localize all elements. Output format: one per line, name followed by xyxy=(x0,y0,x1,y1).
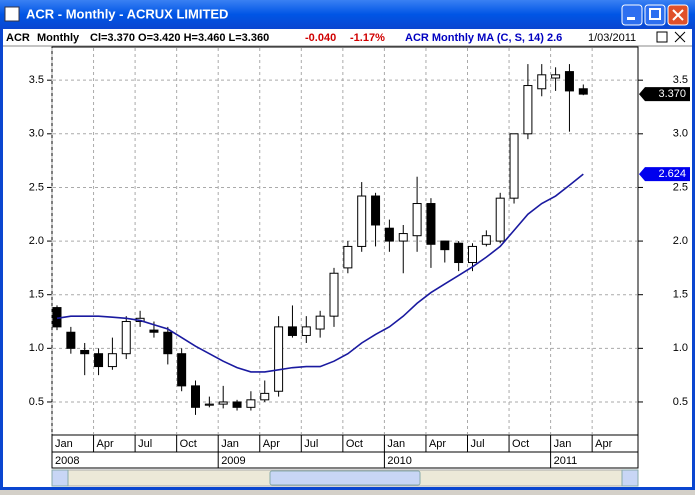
candle-body xyxy=(426,203,436,245)
x-tick-label: Jul xyxy=(471,438,485,450)
candle-body xyxy=(287,326,297,336)
header-row: ACR Monthly Cl=3.370 O=3.420 H=3.460 L=3… xyxy=(6,32,636,44)
y-tick-label: 2.0 xyxy=(673,235,688,247)
window-buttons xyxy=(621,4,689,26)
ma-line xyxy=(56,173,584,373)
candle-body xyxy=(454,242,464,264)
change: -0.040 xyxy=(305,32,336,44)
scroll-thumb[interactable] xyxy=(269,470,421,486)
x-tick-label: Jan xyxy=(387,438,405,450)
price-flag xyxy=(639,87,690,102)
x-tick-label: Apr xyxy=(429,438,446,450)
minimize-button[interactable] xyxy=(621,4,643,26)
x-tick-label: Oct xyxy=(346,438,363,450)
period: Monthly xyxy=(37,32,80,44)
app-icon xyxy=(4,6,20,22)
price-label: 3.370 xyxy=(658,88,686,100)
candle-body xyxy=(564,71,574,92)
candle-body xyxy=(329,272,339,317)
y-tick-label: 3.0 xyxy=(29,128,44,140)
candle-body xyxy=(163,331,173,355)
x-tick-label: Apr xyxy=(263,438,280,450)
candle-body xyxy=(509,133,519,199)
x-tick-label: Jan xyxy=(55,438,73,450)
y-tick-label: 1.5 xyxy=(29,289,44,301)
y-tick-label: 1.0 xyxy=(29,342,44,354)
year-label: 2008 xyxy=(55,455,79,467)
x-tick-label: Jan xyxy=(554,438,572,450)
y-tick-label: 2.0 xyxy=(29,235,44,247)
y-tick-label: 3.5 xyxy=(29,74,44,86)
x-tick-label: Jul xyxy=(138,438,152,450)
ohlc: Cl=3.370 O=3.420 H=3.460 L=3.360 xyxy=(90,32,269,44)
year-label: 2011 xyxy=(554,455,578,467)
candle-body xyxy=(343,245,353,269)
scroll-right[interactable] xyxy=(621,469,639,487)
candle-body xyxy=(537,74,547,90)
y-tick-label: 0.5 xyxy=(29,396,44,408)
maximize-icon xyxy=(649,8,661,20)
candle-body xyxy=(149,329,159,333)
candle-body xyxy=(107,353,117,368)
candle-body xyxy=(66,331,76,349)
candle-body xyxy=(315,315,325,330)
y-tick-label: 1.5 xyxy=(673,289,688,301)
y-tick-label: 1.0 xyxy=(673,342,688,354)
window-title: ACR - Monthly - ACRUX LIMITED xyxy=(26,6,228,21)
price-flag xyxy=(639,167,690,182)
candle-body xyxy=(204,403,214,406)
candle-body xyxy=(246,399,256,408)
candle-body xyxy=(274,326,284,392)
candle-body xyxy=(371,195,381,226)
x-tick-label: Apr xyxy=(595,438,612,450)
candle-body xyxy=(398,233,408,242)
x-tick-label: Jan xyxy=(221,438,239,450)
y-tick-label: 2.5 xyxy=(29,181,44,193)
candle-body xyxy=(177,353,187,387)
y-tick-label: 2.5 xyxy=(673,181,688,193)
date: 1/03/2011 xyxy=(588,32,636,44)
title-bar xyxy=(0,0,695,29)
candle-body xyxy=(218,401,228,405)
candle-body xyxy=(578,88,588,95)
price-label: 2.624 xyxy=(658,168,686,180)
change-pct: -1.17% xyxy=(350,32,385,44)
candle-body xyxy=(121,321,131,355)
restore-pane[interactable] xyxy=(656,31,668,43)
scroll-left[interactable] xyxy=(51,469,69,487)
candle-body xyxy=(94,353,104,368)
x-tick-label: Apr xyxy=(97,438,114,450)
candle-body xyxy=(384,227,394,242)
y-tick-label: 3.0 xyxy=(673,128,688,140)
candle-body xyxy=(440,240,450,251)
minimize-icon xyxy=(627,17,635,20)
candle-body xyxy=(260,392,270,401)
chart: 3.5 3.5 3.0 3.0 2.5 2.5 2.0 2.0 1.5 1.5 1.0 1.0 0.5 0… xyxy=(29,48,690,468)
year-label: 2009 xyxy=(221,455,245,467)
candle-body xyxy=(495,197,505,242)
candle-body xyxy=(232,401,242,408)
candle-body xyxy=(191,385,200,408)
candle-body xyxy=(523,85,533,135)
close-icon xyxy=(672,9,684,21)
year-label: 2010 xyxy=(387,455,411,467)
close-pane[interactable] xyxy=(674,31,686,43)
symbol: ACR xyxy=(6,32,30,44)
candle-body xyxy=(412,203,422,237)
candle-body xyxy=(551,74,561,79)
candle-body xyxy=(301,326,311,336)
x-tick-label: Oct xyxy=(180,438,197,450)
candle-body xyxy=(80,349,90,355)
x-tick-label: Jul xyxy=(304,438,318,450)
indicator: ACR Monthly MA (C, S, 14) 2.6 xyxy=(405,32,562,44)
y-tick-label: 0.5 xyxy=(673,396,688,408)
y-tick-label: 3.5 xyxy=(673,74,688,86)
candle-body xyxy=(468,245,477,264)
candle-body xyxy=(481,235,491,245)
candle-body xyxy=(357,195,367,247)
x-tick-label: Oct xyxy=(512,438,529,450)
